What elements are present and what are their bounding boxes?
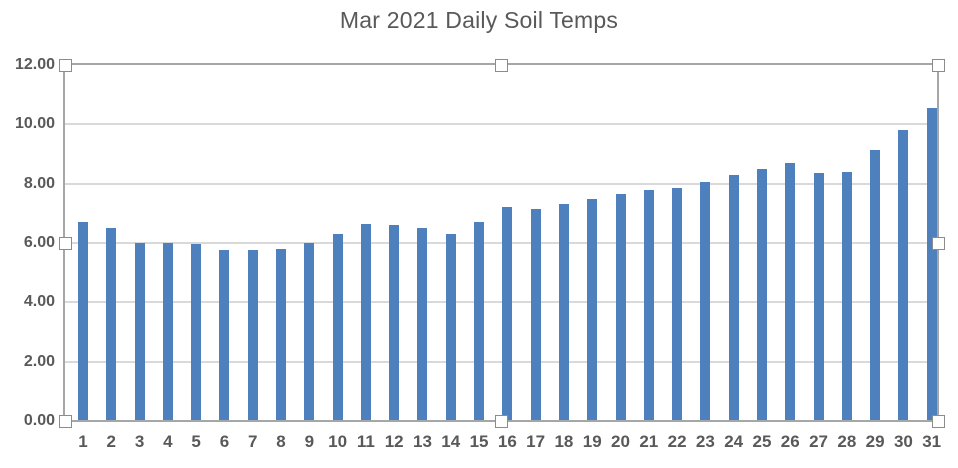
selection-handle[interactable]	[495, 414, 508, 428]
bar-day-4[interactable]	[162, 243, 173, 421]
x-axis-tick-label[interactable]: 17	[526, 432, 546, 451]
x-axis-tick-label[interactable]: 22	[667, 432, 687, 451]
x-axis-tick-label[interactable]: 23	[695, 432, 715, 451]
selection-handle[interactable]	[931, 58, 945, 72]
bar-day-24[interactable]	[728, 174, 739, 421]
y-axis-tick-label[interactable]: 4.00	[23, 293, 55, 311]
gridline	[65, 242, 938, 244]
bar-day-10[interactable]	[332, 234, 343, 421]
x-axis-tick-label[interactable]: 25	[752, 432, 772, 451]
gridline	[65, 360, 938, 363]
x-axis-tick-label[interactable]: 8	[276, 432, 286, 451]
x-axis-tick-label[interactable]: 18	[554, 432, 574, 451]
gridline	[65, 301, 938, 304]
x-axis-tick-label[interactable]: 16	[497, 432, 517, 451]
selection-handle[interactable]	[58, 414, 72, 428]
bar-day-27[interactable]	[813, 173, 824, 421]
gridline	[65, 182, 938, 185]
selection-handle[interactable]	[58, 58, 72, 72]
selection-handle[interactable]	[931, 414, 945, 428]
y-axis-tick-label[interactable]: 6.00	[23, 234, 55, 251]
bar-day-8[interactable]	[276, 248, 287, 421]
y-axis[interactable]: 0.00 2.00 4.00 6.00 8.00 10.00 12.00	[0, 56, 55, 429]
x-axis-tick-label[interactable]: 1	[78, 432, 88, 451]
x-axis-tick-label[interactable]: 14	[441, 432, 461, 451]
bar-day-11[interactable]	[360, 223, 371, 421]
bar-day-30[interactable]	[898, 130, 909, 421]
bar-day-23[interactable]	[700, 182, 711, 421]
x-axis-tick-label[interactable]: 30	[893, 432, 913, 451]
x-axis-tick-label[interactable]: 4	[163, 432, 173, 451]
bar-day-12[interactable]	[389, 225, 400, 421]
bar-day-16[interactable]	[502, 207, 513, 421]
chart-title[interactable]: Mar 2021 Daily Soil Temps	[339, 7, 619, 33]
bar-day-2[interactable]	[106, 228, 117, 421]
x-axis-tick-label[interactable]: 21	[639, 432, 659, 451]
selection-handle[interactable]	[495, 58, 508, 72]
y-axis-tick-label[interactable]: 8.00	[23, 174, 55, 192]
x-axis-tick-label[interactable]: 28	[837, 432, 857, 451]
bar-day-25[interactable]	[756, 168, 767, 421]
bar-day-1[interactable]	[78, 222, 88, 421]
x-axis-tick-label[interactable]: 31	[922, 432, 942, 451]
bar-day-20[interactable]	[615, 194, 626, 421]
bar-day-19[interactable]	[587, 198, 598, 421]
bar-day-3[interactable]	[134, 243, 145, 421]
y-axis-tick-label[interactable]: 10.00	[14, 115, 55, 133]
bar-day-17[interactable]	[530, 208, 541, 421]
x-axis-tick-label[interactable]: 6	[219, 432, 230, 451]
x-axis-tick-label[interactable]: 15	[469, 432, 489, 451]
bar-day-18[interactable]	[558, 204, 569, 421]
x-axis-tick-label[interactable]: 13	[413, 432, 432, 451]
y-axis-tick-label[interactable]: 2.00	[23, 352, 55, 370]
x-axis-tick-label[interactable]: 27	[809, 432, 828, 451]
x-axis-tick-label[interactable]: 2	[106, 432, 117, 451]
bar-day-13[interactable]	[417, 228, 428, 421]
x-axis[interactable]: 1 2 3 4 5 6 7 8 9 10 11 12 13 14 15 16 17 18 19 20 21 22 23 24 2…	[65, 430, 958, 458]
gridline	[65, 123, 938, 126]
x-axis-tick-label[interactable]: 24	[724, 432, 744, 451]
y-axis-tick-label[interactable]: 12.00	[14, 56, 55, 73]
selection-handle[interactable]	[931, 236, 945, 250]
bar-day-7[interactable]	[247, 250, 258, 421]
bar-day-21[interactable]	[643, 189, 654, 421]
bar-day-6[interactable]	[219, 250, 230, 421]
x-axis-tick-label[interactable]: 7	[248, 432, 258, 451]
bar-day-22[interactable]	[672, 188, 683, 421]
x-axis-tick-label[interactable]: 26	[780, 432, 800, 451]
bar-day-9[interactable]	[304, 243, 315, 421]
bar-day-28[interactable]	[841, 171, 852, 421]
bar-day-15[interactable]	[474, 222, 485, 421]
x-axis-tick-label[interactable]: 29	[865, 432, 885, 451]
bar-day-14[interactable]	[445, 234, 456, 421]
x-axis-tick-label[interactable]: 12	[384, 432, 404, 451]
x-axis-tick-label[interactable]: 5	[191, 432, 201, 451]
plot-area[interactable]	[65, 65, 938, 421]
selection-handle[interactable]	[58, 236, 72, 250]
x-axis-tick-label[interactable]: 19	[582, 432, 602, 451]
x-axis-tick-label[interactable]: 11	[356, 432, 375, 451]
x-axis-tick-label[interactable]: 3	[134, 432, 145, 451]
y-axis-tick-label[interactable]: 0.00	[23, 412, 55, 429]
bar-day-31[interactable]	[926, 108, 937, 421]
bar-day-5[interactable]	[191, 244, 202, 421]
x-axis-tick-label[interactable]: 20	[611, 432, 630, 451]
bar-day-26[interactable]	[785, 162, 796, 421]
bar-day-29[interactable]	[870, 149, 881, 421]
x-axis-tick-label[interactable]: 10	[328, 432, 348, 451]
x-axis-tick-label[interactable]: 9	[304, 432, 315, 451]
